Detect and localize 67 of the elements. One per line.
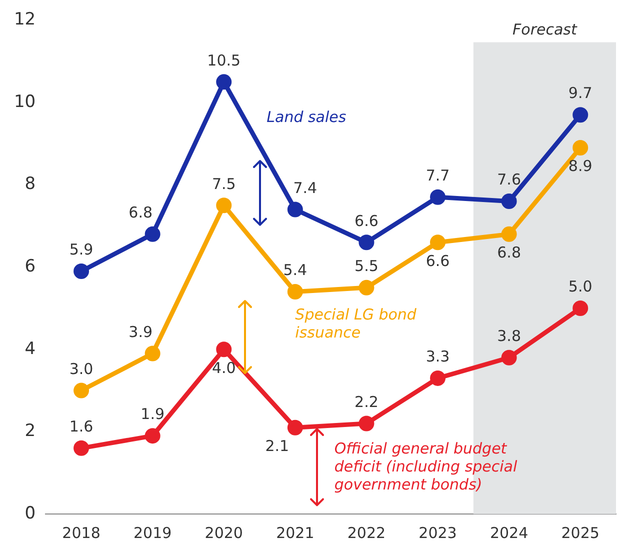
- data-label: 2.2: [354, 392, 378, 411]
- point: [358, 416, 374, 432]
- y-tick-label: 12: [14, 10, 36, 30]
- data-label: 8.9: [568, 157, 592, 176]
- point: [572, 140, 588, 156]
- y-tick-label: 4: [24, 338, 36, 359]
- point: [74, 440, 90, 456]
- band-label: Forecast: [512, 20, 578, 39]
- point: [144, 226, 160, 242]
- point: [287, 420, 303, 436]
- point: [74, 382, 90, 398]
- x-tick-label: 2024: [490, 524, 528, 542]
- data-label: 10.5: [207, 51, 241, 70]
- data-label: 9.7: [568, 84, 592, 102]
- point: [144, 346, 160, 362]
- y-tick-label: 6: [24, 256, 36, 277]
- data-label: 6.8: [497, 244, 521, 262]
- x-tick-label: 2022: [347, 524, 386, 542]
- data-label: 3.3: [426, 348, 450, 366]
- point: [430, 370, 446, 386]
- data-label: 4.0: [212, 358, 236, 377]
- data-label: 7.4: [293, 178, 318, 197]
- point: [572, 300, 588, 316]
- data-label: 3.0: [69, 360, 94, 378]
- point: [216, 74, 232, 90]
- point: [216, 342, 232, 358]
- point: [358, 280, 374, 296]
- y-tick-label: 0: [24, 503, 36, 524]
- data-label: 2.1: [265, 436, 290, 455]
- data-label: 6.6: [426, 252, 450, 270]
- y-tick-label: 8: [24, 174, 36, 194]
- series-label: Land sales: [266, 108, 346, 126]
- point: [501, 350, 517, 366]
- data-label: 6.6: [354, 212, 378, 230]
- x-tick-label: 2021: [276, 524, 314, 542]
- data-label: 5.4: [283, 261, 308, 280]
- y-tick-label: 10: [14, 92, 36, 112]
- data-label: 5.9: [69, 240, 94, 259]
- point: [287, 202, 303, 218]
- point: [501, 194, 517, 210]
- series-label: Special LG bond issuance: [295, 306, 417, 342]
- x-tick-label: 2023: [418, 524, 457, 542]
- data-label: 7.7: [426, 166, 450, 185]
- x-tick-label: 2025: [561, 524, 600, 542]
- point: [430, 234, 446, 250]
- y-tick-label: 2: [24, 421, 36, 442]
- point: [572, 107, 588, 123]
- x-tick-label: 2019: [133, 524, 172, 542]
- data-label: 5.0: [568, 278, 592, 296]
- x-tick-label: 2020: [204, 524, 243, 542]
- data-label: 6.8: [128, 204, 153, 222]
- data-label: 1.6: [69, 418, 94, 436]
- point: [144, 428, 160, 444]
- point: [216, 198, 232, 214]
- series-label: Official general budget deficit (including special government bonds): [334, 439, 518, 494]
- data-label: 5.5: [354, 257, 378, 276]
- data-label: 7.6: [497, 170, 521, 189]
- point: [501, 226, 517, 242]
- point: [287, 284, 303, 300]
- point: [358, 234, 374, 250]
- data-label: 7.5: [212, 174, 236, 193]
- point: [430, 189, 446, 205]
- data-label: 3.9: [128, 322, 153, 341]
- x-tick-label: 2018: [62, 524, 100, 542]
- point: [74, 263, 90, 279]
- data-label: 1.9: [140, 405, 165, 424]
- data-label: 3.8: [497, 327, 521, 346]
